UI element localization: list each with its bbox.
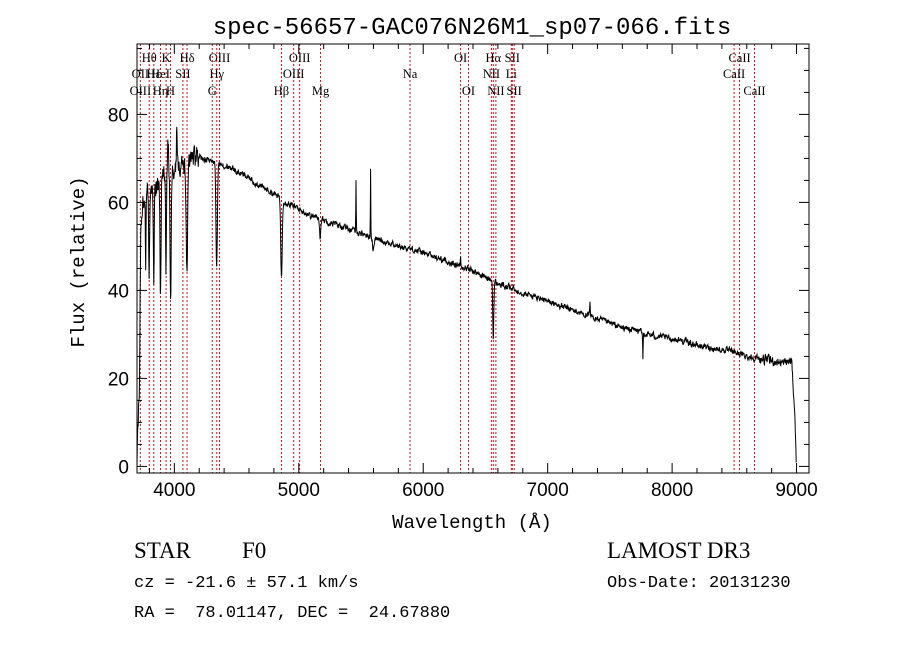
reference-line-label: HeI [151,67,170,81]
plot-frame [136,43,810,474]
obs-date: Obs-Date: 20131230 [607,574,791,593]
reference-line-label: SII [507,84,522,98]
survey-name: LAMOST DR3 [607,538,751,563]
spectrum-line [136,126,797,467]
y-axis-label: Flux (relative) [68,176,90,347]
reference-line-label: Hα [485,51,501,65]
x-axis-label: Wavelength (Å) [392,512,552,534]
x-tick-label: 8000 [651,480,693,501]
y-tick-label: 60 [108,193,129,214]
reference-line-label: OIII [209,51,231,65]
reference-line-label: SII [175,67,190,81]
coordinates: RA = 78.01147, DEC = 24.67880 [134,604,451,623]
object-subclass: F0 [242,538,267,563]
redshift-text: cz = -21.6 ± 57.1 km/s [134,574,359,593]
reference-line-label: OI [454,51,467,65]
reference-line-label: OIII [289,51,311,65]
reference-line-label: NII [483,67,500,81]
reference-line-label: Mg [312,84,330,98]
reference-line-label: Li [506,67,518,81]
reference-line-label: OI [462,84,475,98]
reference-line-label: NII [487,84,504,98]
reference-line-label: CaII [728,51,750,65]
reference-line-label: CaII [743,84,765,98]
reference-line-label: Hβ [274,84,289,98]
object-class: STAR [134,538,191,563]
y-tick-label: 40 [108,281,129,302]
reference-line-label: Hη [153,84,169,98]
x-tick-label: 7000 [527,480,569,501]
y-tick-label: 80 [108,105,129,126]
reference-line-label: CaII [723,67,745,81]
chart-title: spec-56657-GAC076N26M1_sp07-066.fits [213,15,731,42]
reference-line-label: Hε [147,67,161,81]
x-tick-label: 9000 [775,480,817,501]
reference-line-label: G [208,84,217,98]
x-tick-label: 6000 [402,480,444,501]
y-tick-label: 20 [108,369,129,390]
x-tick-label: 4000 [153,480,195,501]
reference-line-label: Na [403,67,418,81]
reference-line-label: Hγ [209,67,224,81]
y-axis: 0 20 40 60 80 [108,47,809,478]
reference-line-label: Hδ [180,51,195,65]
x-tick-label: 5000 [278,480,320,501]
reference-line-label: K [162,51,171,65]
y-tick-label: 0 [118,457,129,478]
x-axis: 4000 5000 6000 7000 8000 9000 [148,44,818,501]
reference-line-label: OIII [283,67,305,81]
reference-line-label: OIII [130,84,152,98]
reference-line-label: H [166,84,175,98]
reference-line-label: Hθ [142,51,157,65]
reference-line-label: SII [505,51,520,65]
reference-line-label: OII [132,67,149,81]
